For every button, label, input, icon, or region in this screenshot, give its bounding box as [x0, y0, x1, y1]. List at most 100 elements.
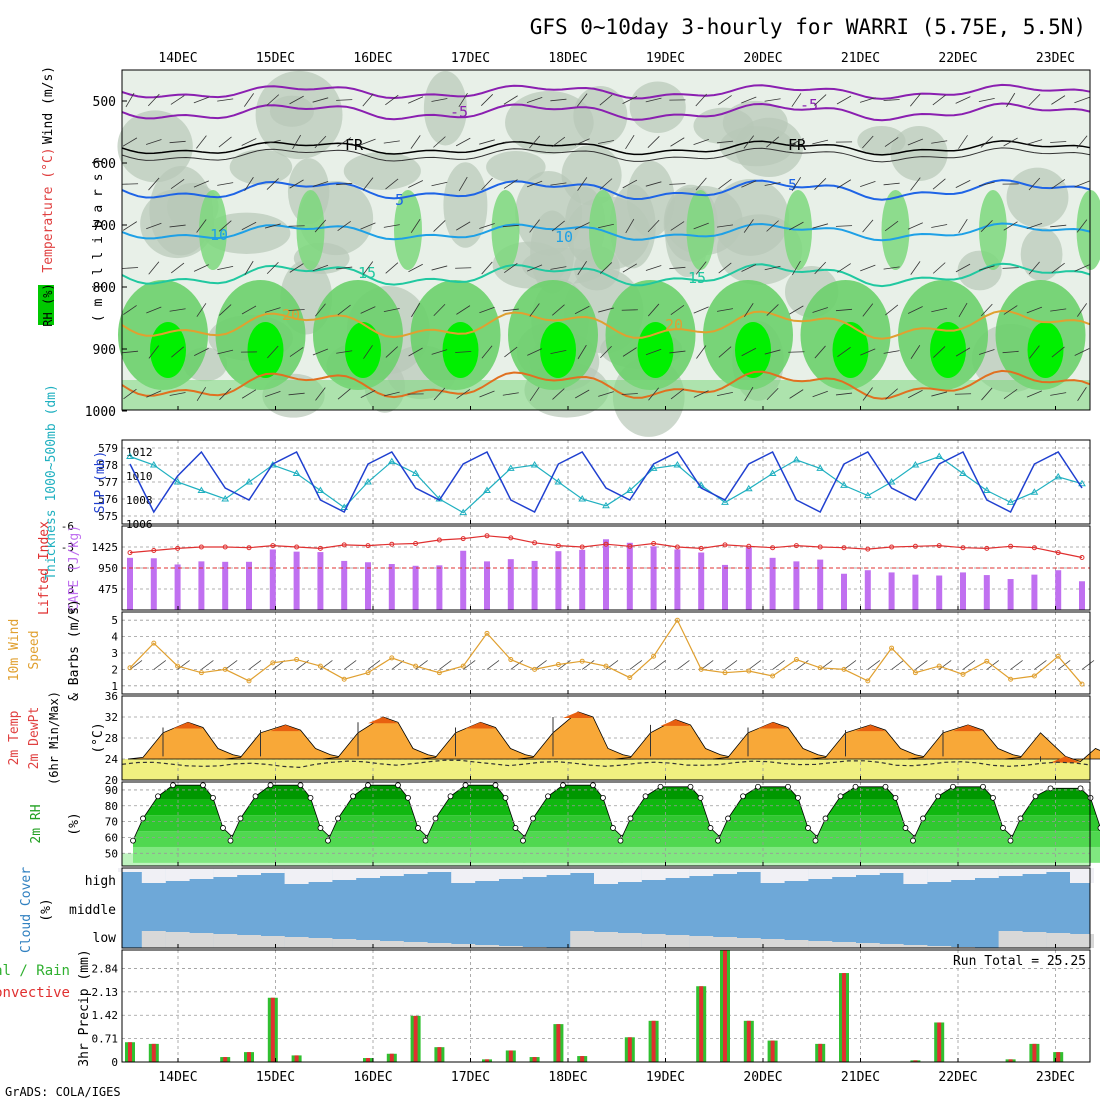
wind-barb [1076, 219, 1088, 233]
wind-barb [171, 346, 185, 358]
cloud-high-bar [570, 868, 595, 873]
pressure-tick: 800 [93, 281, 116, 296]
cloud-high-bar [475, 868, 499, 881]
wind-barb [574, 222, 590, 230]
wind-barb [860, 348, 876, 356]
lifted-index-point [270, 543, 276, 549]
wind-barb [835, 225, 853, 227]
wind-speed-point [770, 673, 776, 679]
wind-barb [169, 140, 186, 144]
thickness-tick: 579 [98, 442, 118, 455]
rh-axis-label: RH (%) [41, 283, 55, 326]
wind-barb [1051, 179, 1066, 189]
precip-convective-bar [723, 950, 727, 1062]
lifted-index-point [294, 544, 300, 550]
rh-point [1047, 785, 1054, 792]
wind-barb [526, 97, 543, 103]
lifted-index-point [151, 548, 157, 553]
rh-band-fill [913, 831, 1013, 847]
thickness-point [387, 457, 396, 465]
wind-barb [978, 349, 995, 355]
cape-bar [960, 572, 966, 610]
wind-barb [883, 182, 900, 186]
lifted-index-point [770, 545, 776, 551]
rh-band-fill [425, 799, 526, 816]
wind-barb [1026, 390, 1042, 398]
cloud-high-bar [594, 868, 618, 884]
precip-tick: 0 [111, 1056, 118, 1069]
cloud-high-bar [974, 868, 999, 878]
surface-wind-barb [677, 660, 690, 670]
panel-frame [121, 867, 1091, 949]
surface-wind-barb [1057, 660, 1071, 670]
wind-barb [764, 265, 781, 271]
contour-label: 5 [788, 176, 797, 194]
cape-tick: 950 [98, 562, 118, 575]
li-tick: 3 [67, 583, 74, 596]
wind-barb [718, 262, 732, 274]
wind-speed-point [817, 665, 823, 671]
rh-point [812, 837, 819, 844]
cloud-low-bar [1070, 934, 1094, 948]
precip-convective-bar [818, 1043, 823, 1062]
cloud-high-bar [1070, 868, 1094, 883]
surface-wind-barb [510, 660, 524, 670]
wind-barb [766, 387, 779, 401]
temp-peak-fill [758, 722, 788, 729]
cape-bar [412, 565, 419, 610]
precip-convective-bar [270, 997, 275, 1062]
surface-wind-barb [605, 660, 619, 670]
wind-barb [240, 351, 258, 353]
wind-barb [743, 135, 754, 149]
rh-shade-gray [486, 151, 546, 183]
surface-wind-barb [439, 660, 452, 670]
wind-tick: 1 [111, 680, 118, 693]
surface-wind-barb [1034, 660, 1047, 670]
rh-point [462, 782, 469, 789]
wind-barb [955, 347, 971, 357]
cape-bar [460, 550, 467, 610]
cape-bar [246, 561, 252, 610]
cloud-low-bar [308, 938, 333, 948]
thickness-line [129, 455, 1083, 514]
rh-band-fill [620, 815, 721, 832]
cape-bar [745, 547, 752, 610]
wind-barb [625, 218, 635, 234]
wind-speed-point [532, 666, 538, 672]
wind-barb [314, 135, 327, 149]
rh-point [140, 815, 146, 822]
wind-barb [669, 350, 686, 354]
cloud-low-bar [760, 939, 785, 948]
wind-barb [503, 95, 518, 105]
wind-barb [288, 309, 305, 311]
lifted-index-point [865, 546, 871, 552]
wind-barb [360, 138, 376, 146]
bottom-date-label: 16DEC [353, 1070, 392, 1085]
wind-barb [645, 181, 662, 187]
wind-speed-point [984, 658, 990, 664]
wind-barb [360, 306, 376, 314]
wind-axis-label: Wind (m/s) [41, 66, 56, 144]
wind-speed-point [889, 645, 895, 651]
temp-tick: 32 [105, 711, 118, 724]
wind-barb [292, 134, 302, 150]
lifted-index-point [413, 541, 419, 546]
cloud-high-bar [689, 868, 714, 876]
precip-convective-bar [223, 1057, 228, 1062]
thickness-point [173, 478, 182, 485]
rh-point [502, 794, 509, 801]
wind-speed-point [389, 655, 395, 661]
li-tick: -6 [61, 520, 74, 533]
wind-barb [529, 387, 540, 401]
wind-barb [696, 345, 707, 359]
cape-bar [484, 561, 490, 610]
pressure-tick: 1000 [85, 405, 116, 420]
surface-wind-barb [724, 660, 738, 670]
surface-wind-barb [343, 660, 357, 670]
wind-barb [360, 390, 376, 398]
wind-barb [289, 263, 304, 273]
wind-barb [481, 345, 493, 359]
wind-barb [169, 308, 186, 312]
wind-barb [622, 179, 638, 189]
